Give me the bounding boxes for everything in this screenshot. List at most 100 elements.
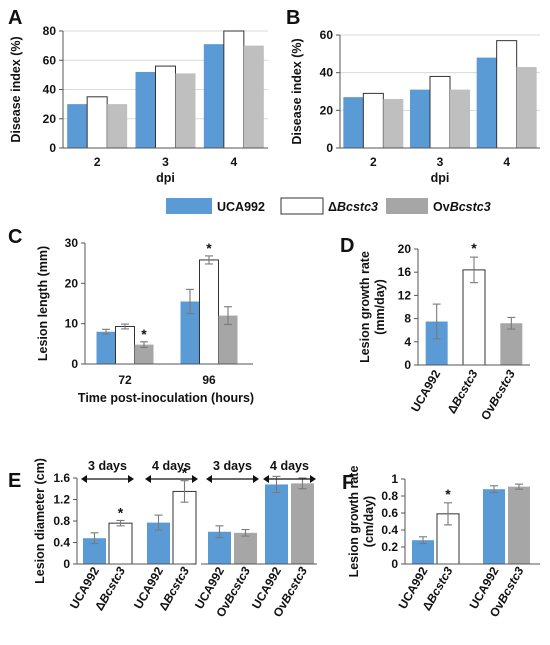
bar-ovbcstc3-group-1 <box>508 486 530 564</box>
y-tick-label: 0.4 <box>381 523 398 537</box>
day-label: 4 days <box>270 459 309 473</box>
x-tick-label: OvBcstc3 <box>478 367 518 422</box>
x-axis-label: dpi <box>156 171 175 185</box>
bar-ovbcstc3-4 <box>516 67 537 148</box>
arrow-head-icon <box>206 475 212 483</box>
significance-star: * <box>118 504 124 520</box>
x-axis-label: dpi <box>431 171 450 185</box>
x-tick-label: 2 <box>370 155 377 169</box>
y-tick-label: 80 <box>43 24 57 38</box>
bar-uca992-group-1 <box>147 522 170 564</box>
y-axis-label: Lesion growth rate(cm/day) <box>347 466 376 578</box>
x-tick-label: 3 <box>162 155 169 169</box>
bar-ovbcstc3-96 <box>218 315 238 364</box>
bar-uca992-group-0 <box>412 540 434 564</box>
y-axis-label: Disease index (%) <box>9 36 23 142</box>
significance-star: * <box>471 240 477 256</box>
bar-uca992-2 <box>67 104 88 148</box>
bar-ovbcstc3-2 <box>383 99 404 148</box>
y-axis-label: Lesion growth rate(mm/day) <box>358 251 387 363</box>
y-tick-label: 60 <box>320 28 334 42</box>
x-tick-label: 4 <box>230 155 237 169</box>
bar-bcstc3-96 <box>199 259 219 365</box>
x-axis-label: Time post-inoculation (hours) <box>78 391 254 405</box>
bar-bcstc3-4 <box>223 30 245 149</box>
panel-c: C 0 10 20 30 Lesion length (mm) * 72 * 96 Time pos… <box>8 226 254 405</box>
legend-label-delta-bcstc3: ΔBcstc3 <box>328 200 378 214</box>
y-tick-label: 0 <box>326 141 333 155</box>
bar-uca992-3 <box>410 89 430 148</box>
y-axis-label: Lesion length (mm) <box>36 246 50 361</box>
y-tick-label: 0 <box>63 557 70 571</box>
legend-label-ov-bcstc3: OvBcstc3 <box>433 200 491 214</box>
y-tick-label: 0.2 <box>381 540 398 554</box>
bar-bcstc3-2 <box>86 96 108 149</box>
y-tick-label: 0.6 <box>381 506 398 520</box>
arrow-head-icon <box>310 475 316 483</box>
x-tick-label: 2 <box>94 155 101 169</box>
bar-uca992-4 <box>203 44 224 148</box>
y-tick-label: 20 <box>398 242 412 256</box>
y-tick-label: 12 <box>398 288 412 302</box>
y-tick-label: 60 <box>43 53 57 67</box>
arrow-head-icon <box>145 475 151 483</box>
arrow-head-icon <box>128 475 134 483</box>
y-tick-label: 0.8 <box>53 514 70 528</box>
significance-star: * <box>141 326 147 342</box>
y-axis-label: Lesion diameter (cm) <box>33 458 47 584</box>
significance-star: * <box>445 486 451 502</box>
panel-letter-f: F <box>342 472 354 494</box>
y-tick-label: 1.6 <box>53 471 70 485</box>
bar-uca992-group-3 <box>265 484 288 564</box>
y-tick-label: 10 <box>65 317 79 331</box>
y-tick-label: 0 <box>404 358 411 372</box>
bar-ovbcstc3-group-2 <box>234 532 257 564</box>
legend: UCA992 ΔBcstc3 OvBcstc3 <box>166 197 491 215</box>
y-axis-label: Disease index (%) <box>290 38 304 144</box>
y-tick-label: 20 <box>43 112 57 126</box>
x-tick-label: UCA992 <box>408 367 443 414</box>
y-tick-label: 0 <box>391 557 398 571</box>
y-tick-label: 0.8 <box>381 489 398 503</box>
bar-uca992-3 <box>135 71 156 148</box>
bar-ovbcstc3-4 <box>243 45 264 148</box>
day-label: 3 days <box>213 459 252 473</box>
y-tick-label: 16 <box>398 265 412 279</box>
bar-bcstc3-4 <box>496 40 518 149</box>
y-tick-label: 30 <box>65 236 79 250</box>
bar-ovbcstc3-72 <box>134 344 154 364</box>
x-tick-label: 3 <box>437 155 444 169</box>
bar-uca992 <box>425 321 448 365</box>
panel-letter-b: B <box>286 7 300 29</box>
panel-f: F 0 0.2 0.4 0.6 0.8 1 Lesion growth rate(cm/day… <box>342 466 540 619</box>
bar-bcstc3-group-0 <box>108 522 133 565</box>
panel-letter-e: E <box>8 470 21 492</box>
arrow-head-icon <box>253 475 259 483</box>
y-tick-label: 0.4 <box>53 536 70 550</box>
bar-ovbcstc3-3 <box>175 73 196 148</box>
legend-swatch-ov-bcstc3 <box>386 198 428 214</box>
bar-uca992-96 <box>180 301 200 364</box>
y-tick-label: 20 <box>320 103 334 117</box>
legend-swatch-uca992 <box>166 198 212 214</box>
bar-ovbcstc3-3 <box>450 89 470 148</box>
panel-letter-a: A <box>8 7 22 29</box>
bar-ovbcstc3 <box>500 323 523 365</box>
panel-b: B 0 20 40 60 Disease index (%) 2 3 4 dpi <box>286 7 540 185</box>
bar-uca992-group-0 <box>83 538 106 564</box>
bar-ovbcstc3-group-3 <box>291 483 314 564</box>
panel-letter-d: D <box>340 235 354 257</box>
y-tick-label: 8 <box>404 312 411 326</box>
bar-bcstc3 <box>462 269 486 366</box>
significance-star: * <box>206 240 212 256</box>
bar-uca992-group-1 <box>483 489 505 564</box>
bar-uca992-group-2 <box>208 531 231 564</box>
bar-uca992-2 <box>343 97 364 148</box>
x-tick-label: 72 <box>118 373 132 387</box>
legend-swatch-delta-bcstc3 <box>280 197 324 215</box>
y-tick-label: 40 <box>43 83 57 97</box>
y-tick-label: 20 <box>65 276 79 290</box>
day-label: 3 days <box>88 459 127 473</box>
